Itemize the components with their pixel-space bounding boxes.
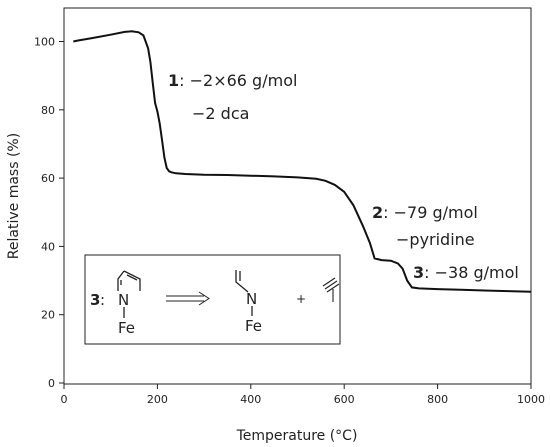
step-2-fragment: −pyridine — [396, 230, 475, 249]
y-tick-label: 80 — [41, 104, 55, 117]
inset-frame — [84, 254, 341, 345]
step-3-annotation: 3: −38 g/mol — [413, 263, 519, 282]
inset-compound-label: 3 — [90, 291, 100, 309]
step-1-number: 1 — [168, 71, 179, 90]
y-tick-label: 20 — [41, 309, 55, 322]
fragment-nitrogen: N — [246, 290, 257, 308]
alkyne-structure — [322, 277, 340, 302]
mass-loss-curve — [73, 30, 532, 293]
fragment-iron: Fe — [245, 317, 262, 335]
pyridine-inner-bonds — [120, 274, 138, 285]
step-2-mass-loss: : −79 g/mol — [383, 203, 478, 222]
x-tick-label: 1000 — [517, 393, 545, 406]
y-tick-label: 0 — [48, 377, 55, 390]
step-1-mass-loss: : −2×66 g/mol — [179, 71, 297, 90]
y-axis-title: Relative mass (%) — [6, 133, 22, 259]
x-tick-label: 600 — [334, 393, 355, 406]
pyridine-ring-bonds — [117, 270, 141, 291]
pyridine-iron: Fe — [118, 319, 135, 337]
pyridine-nitrogen: N — [118, 291, 129, 309]
pyridine-structure — [117, 270, 141, 318]
x-tick-label: 200 — [147, 393, 168, 406]
reaction-arrow-icon — [166, 291, 210, 306]
y-tick-label: 60 — [41, 172, 55, 185]
step-2-number: 2 — [372, 203, 383, 222]
axis-ticks: 0 200 400 600 800 1000 0 20 40 60 80 100 — [34, 36, 545, 407]
step-1-fragment: −2 dca — [192, 104, 249, 123]
x-tick-label: 400 — [240, 393, 261, 406]
step-3-number: 3 — [413, 263, 424, 282]
plot-frame — [63, 7, 532, 385]
y-tick-label: 40 — [41, 240, 55, 253]
step-3-mass-loss: : −38 g/mol — [424, 263, 519, 282]
x-tick-label: 0 — [61, 393, 68, 406]
x-axis-title: Temperature (°C) — [236, 428, 358, 444]
vinyl-fragment-structure — [235, 270, 253, 316]
inset-colon: : — [100, 291, 105, 309]
decomposition-scheme-inset: 3 : N Fe N Fe + — [84, 254, 341, 345]
x-tick-label: 800 — [427, 393, 448, 406]
y-tick-label: 100 — [34, 36, 55, 49]
plus-sign: + — [296, 292, 306, 306]
vinyl-bonds — [235, 270, 249, 293]
step-1-annotation: 1: −2×66 g/mol — [168, 71, 297, 90]
step-2-annotation: 2: −79 g/mol — [372, 203, 478, 222]
